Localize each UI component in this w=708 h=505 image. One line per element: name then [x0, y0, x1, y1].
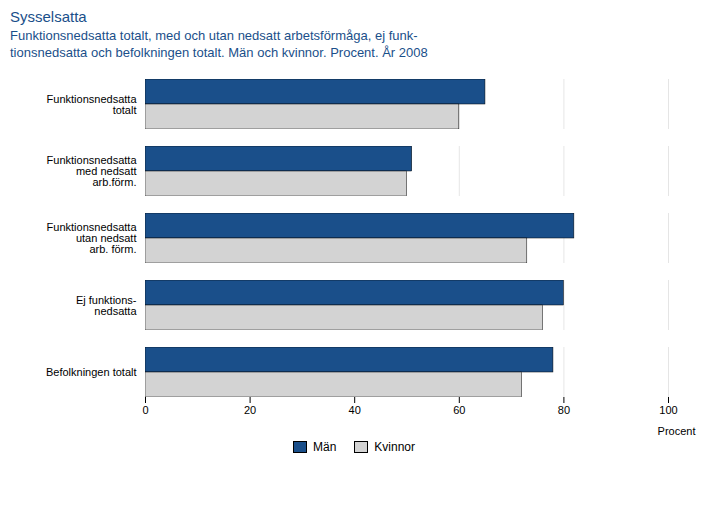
- svg-text:60: 60: [453, 404, 465, 416]
- svg-text:Funktionsnedsattamed nedsattar: Funktionsnedsattamed nedsattarb.förm.: [47, 154, 138, 188]
- svg-text:Procent: Procent: [658, 424, 696, 436]
- svg-text:Funktionsnedsattatotalt: Funktionsnedsattatotalt: [47, 92, 138, 115]
- html-text:Funktionsnedsatta totalt, med: Funktionsnedsatta totalt, med och utan n…: [10, 28, 428, 60]
- svg-text:20: 20: [244, 404, 256, 416]
- svg-text:Ej funktions-nedsatta: Ej funktions-nedsatta: [76, 293, 137, 316]
- svg-text:100: 100: [659, 404, 677, 416]
- svg-text:Funktionsnedsattautan nedsatta: Funktionsnedsattautan nedsattarb. förm.: [47, 221, 138, 255]
- html-text:Kvinnor: Kvinnor: [374, 439, 415, 454]
- svg-text:0: 0: [142, 404, 148, 416]
- svg-text:40: 40: [349, 404, 361, 416]
- html-text:Män: Män: [313, 439, 337, 454]
- html-text:Sysselsatta: Sysselsatta: [10, 8, 87, 25]
- svg-text:80: 80: [558, 404, 570, 416]
- svg-text:Befolkningen totalt: Befolkningen totalt: [46, 366, 137, 378]
